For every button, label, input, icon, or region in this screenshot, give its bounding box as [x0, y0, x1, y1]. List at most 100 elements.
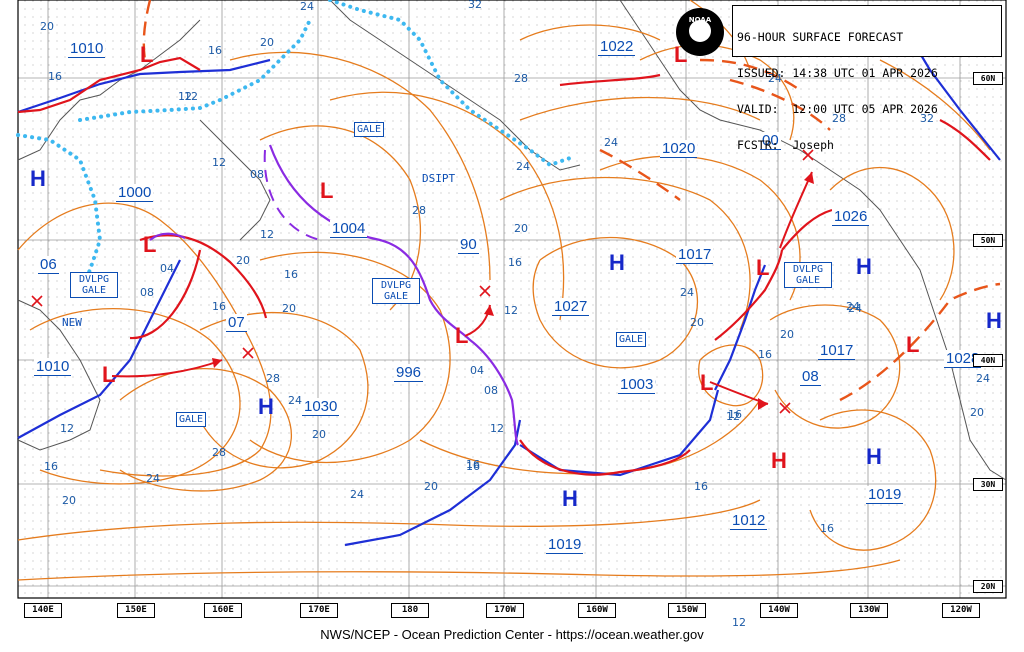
occluded-trough	[263, 149, 321, 241]
forecast-info-box: 96-HOUR SURFACE FORECAST ISSUED: 14:38 U…	[732, 5, 1002, 151]
iso-label: 16	[48, 70, 62, 83]
iso-label: 12	[184, 90, 198, 103]
iso-label: 32	[920, 112, 934, 125]
pressure-value: 1026	[832, 208, 870, 226]
iso-label: 16	[212, 300, 226, 313]
iso-label: 28	[514, 72, 528, 85]
footer-credit: NWS/NCEP - Ocean Prediction Center - htt…	[320, 627, 704, 642]
pressure-value: 1030	[302, 398, 340, 416]
developing-gale-tag: DVLPG GALE	[70, 272, 118, 298]
pressure-value: 1017	[818, 342, 856, 360]
pressure-value: 08	[800, 368, 821, 386]
iso-label: 20	[236, 254, 250, 267]
iso-label: 28	[832, 112, 846, 125]
iso-label: 04	[470, 364, 484, 377]
iso-label: 16	[208, 44, 222, 57]
iso-label: 16	[466, 458, 480, 471]
troughs	[142, 0, 1001, 402]
iso-label: 24	[300, 0, 314, 13]
iso-label: 12	[178, 90, 192, 103]
iso-label: 16	[508, 256, 522, 269]
track-arrowheads	[212, 172, 814, 410]
iso-label: 12	[212, 156, 226, 169]
iso-label: 12	[490, 422, 504, 435]
longitude-label: 180	[391, 603, 429, 618]
developing-gale-tag: DVLPG GALE	[784, 262, 832, 288]
iso-label: 20	[260, 36, 274, 49]
iso-label: 16	[758, 348, 772, 361]
isobars	[17, 0, 991, 581]
iso-label: 24	[976, 372, 990, 385]
pressure-value: 06	[38, 256, 59, 274]
latitude-label: 30N	[973, 478, 1003, 491]
pressure-value: 996	[394, 364, 424, 382]
developing-gale-tag: DVLPG GALE	[372, 278, 420, 304]
iso-label: 12	[260, 228, 274, 241]
low-center: L	[102, 362, 116, 387]
pressure-value: 1004	[330, 220, 368, 238]
pressure-value: 1010	[34, 358, 72, 376]
iso-label: 12	[732, 616, 746, 629]
warm-fronts	[17, 56, 991, 476]
gale-tag: GALE	[616, 332, 647, 347]
iso-label: 28	[266, 372, 280, 385]
iso-label: 20	[282, 302, 296, 315]
iso-label: 16	[728, 408, 742, 421]
low-center: L	[700, 370, 714, 395]
isobar-value-labels: 20 24 16 20 16 12 12 08 16 04 08 12 16 2…	[40, 0, 990, 629]
iso-label: 24	[846, 300, 860, 313]
pressure-value: 1017	[676, 246, 714, 264]
pressure-value: 1019	[866, 486, 904, 504]
low-center: L	[143, 232, 157, 257]
low-center: L	[756, 255, 770, 280]
high-center: H	[258, 394, 274, 419]
iso-label: 12	[60, 422, 74, 435]
pressure-value: 1022	[598, 38, 636, 56]
iso-label: 24	[848, 302, 862, 315]
iso-label: 20	[514, 222, 528, 235]
iso-label: 24	[288, 394, 302, 407]
latitude-label: 50N	[973, 234, 1003, 247]
high-center: H	[986, 308, 1002, 333]
iso-label: 08	[250, 168, 264, 181]
pressure-value: 1028	[944, 350, 982, 368]
iso-label: 24	[680, 286, 694, 299]
low-center: L	[455, 323, 469, 348]
gale-tag: GALE	[176, 412, 207, 427]
iso-label: 24	[604, 136, 618, 149]
iso-label: 08	[484, 384, 498, 397]
high-center: H	[562, 486, 578, 511]
iso-label: 24	[516, 160, 530, 173]
iso-label: 16	[694, 480, 708, 493]
latitude-label: 40N	[973, 354, 1003, 367]
latitude-label: 60N	[973, 72, 1003, 85]
iso-label: 24	[146, 472, 160, 485]
longitude-label: 130W	[850, 603, 888, 618]
longitude-label: 150E	[117, 603, 155, 618]
longitude-label: 150W	[668, 603, 706, 618]
pressure-value: 1020	[660, 140, 698, 158]
pressure-value: 07	[226, 314, 247, 332]
low-center: L	[906, 332, 920, 357]
new-label: NEW	[62, 316, 82, 329]
longitude-label: 160E	[204, 603, 242, 618]
longitude-label: 120W	[942, 603, 980, 618]
pressure-value: 1003	[618, 376, 656, 394]
iso-label: 16	[820, 522, 834, 535]
low-center: L	[140, 42, 154, 67]
noaa-logo: NOAA	[676, 8, 724, 56]
map-frame	[17, 0, 1007, 599]
noaa-bird-icon	[689, 20, 711, 42]
iso-label: 20	[780, 328, 794, 341]
ice-edge	[16, 0, 572, 292]
low-center: L	[320, 178, 334, 203]
pressure-value: 00	[760, 132, 781, 150]
longitude-label: 140W	[760, 603, 798, 618]
longitude-label: 170E	[300, 603, 338, 618]
iso-label: 24	[350, 488, 364, 501]
iso-label: 16	[284, 268, 298, 281]
high-center: H	[30, 166, 46, 191]
high-center: H	[609, 250, 625, 275]
longitude-label: 140E	[24, 603, 62, 618]
iso-label: 20	[62, 494, 76, 507]
